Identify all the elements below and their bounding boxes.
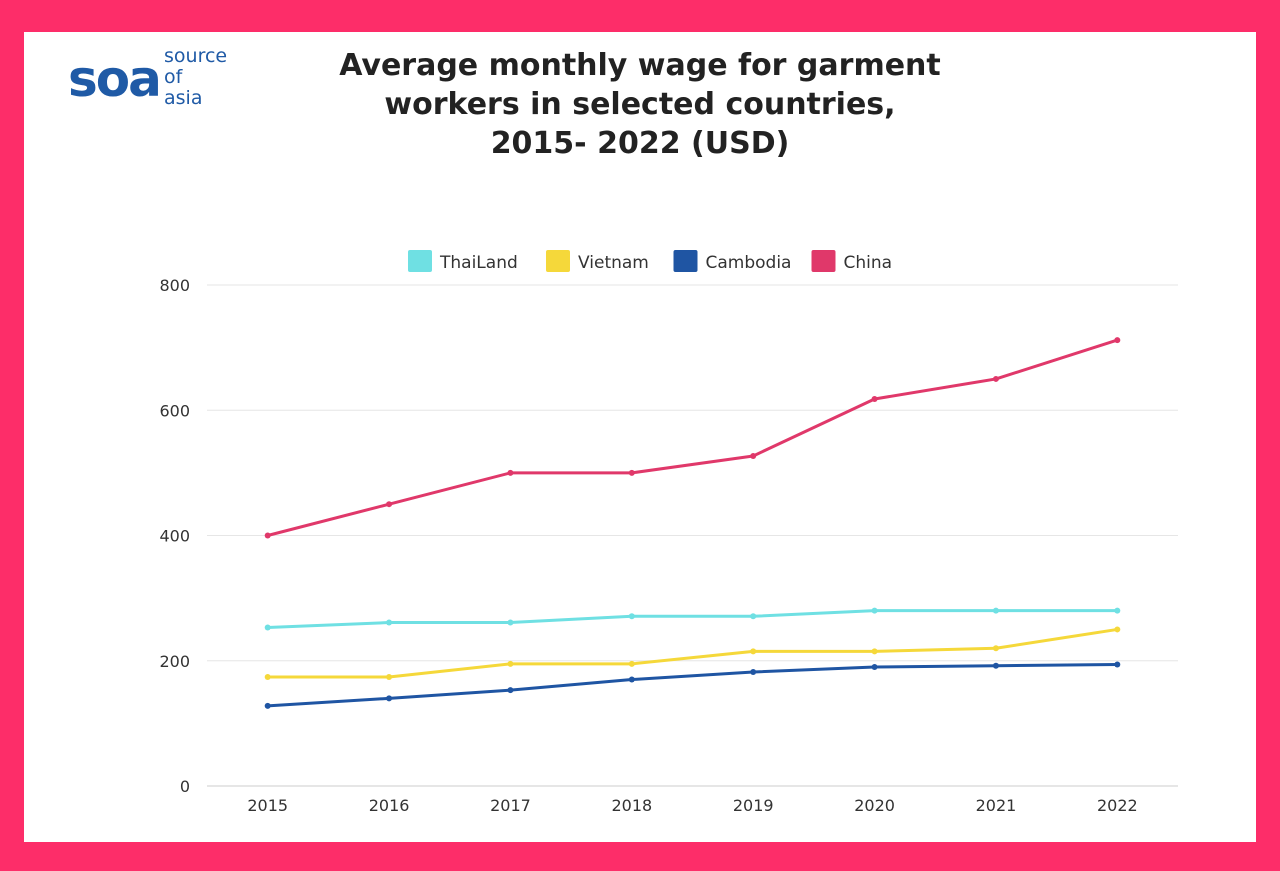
data-point-thailand-2018 [628,613,635,620]
data-point-vietnam-2020 [871,648,878,655]
y-tick-label-600: 600 [159,401,190,420]
data-point-vietnam-2021 [992,645,999,652]
data-point-cambodia-2019 [750,669,757,676]
y-tick-label-200: 200 [159,652,190,671]
legend-swatch-thailand [408,250,432,272]
series-line-vietnam [266,627,1119,679]
data-point-china-2021 [992,375,999,382]
legend-swatch-china [811,250,836,272]
x-tick-label-2019: 2019 [733,796,774,815]
data-point-vietnam-2018 [628,660,635,667]
legend-label-china: China [844,253,893,273]
legend-label-thailand: ThaiLand [439,253,518,273]
data-point-cambodia-2017 [507,687,514,694]
y-tick-label-800: 800 [159,276,190,295]
data-point-cambodia-2022 [1114,661,1121,668]
data-point-thailand-2020 [871,607,878,614]
data-point-thailand-2019 [750,613,757,620]
data-point-vietnam-2016 [386,674,393,681]
data-point-china-2016 [386,501,393,508]
data-point-thailand-2015 [264,624,271,631]
legend-label-cambodia: Cambodia [706,253,792,273]
x-tick-label-2017: 2017 [490,796,531,815]
data-point-vietnam-2022 [1114,626,1121,633]
series-line-china [266,338,1119,537]
data-point-thailand-2016 [386,619,393,626]
legend-label-vietnam: Vietnam [578,253,649,273]
x-tick-label-2015: 2015 [247,796,288,815]
data-point-thailand-2022 [1114,607,1121,614]
data-point-china-2018 [628,469,635,476]
data-point-vietnam-2017 [507,660,514,667]
series-line-cambodia [266,663,1119,708]
x-tick-label-2020: 2020 [854,796,895,815]
logo-wordmark: source of asia [164,46,227,109]
chart-title-line-2: workers in selected countries, [384,87,896,122]
x-tick-label-2021: 2021 [976,796,1017,815]
y-tick-label-400: 400 [159,527,190,546]
legend-swatch-vietnam [546,250,570,272]
data-point-cambodia-2015 [264,702,271,709]
data-point-china-2017 [507,469,514,476]
data-point-china-2019 [750,452,757,459]
logo-line-source: source [164,45,228,67]
series-line-thailand [266,609,1119,630]
data-point-thailand-2017 [507,619,514,626]
logo-mark-text: soa [68,50,160,108]
data-point-cambodia-2020 [871,664,878,671]
chart-title-line-1: Average monthly wage for garment [339,48,941,83]
y-tick-label-0: 0 [180,777,190,796]
data-point-cambodia-2016 [386,695,393,702]
logo-line-asia: asia [164,87,203,109]
x-tick-label-2016: 2016 [369,796,410,815]
x-tick-label-2018: 2018 [611,796,652,815]
data-point-cambodia-2021 [992,662,999,669]
legend-swatch-cambodia [673,250,698,272]
soa-logo-mark: soa [68,50,160,108]
data-point-china-2022 [1114,337,1121,344]
logo-line-of: of [164,66,183,88]
data-point-cambodia-2018 [628,676,635,683]
chart-card [24,32,1256,842]
data-point-vietnam-2019 [750,648,757,655]
chart-title-line-3: 2015- 2022 (USD) [490,126,790,161]
data-point-vietnam-2015 [264,674,271,681]
data-point-china-2015 [264,532,271,539]
x-tick-label-2022: 2022 [1097,796,1138,815]
data-point-thailand-2021 [992,607,999,614]
chart-title: Average monthly wage for garment workers… [290,46,990,163]
data-point-china-2020 [871,395,878,402]
